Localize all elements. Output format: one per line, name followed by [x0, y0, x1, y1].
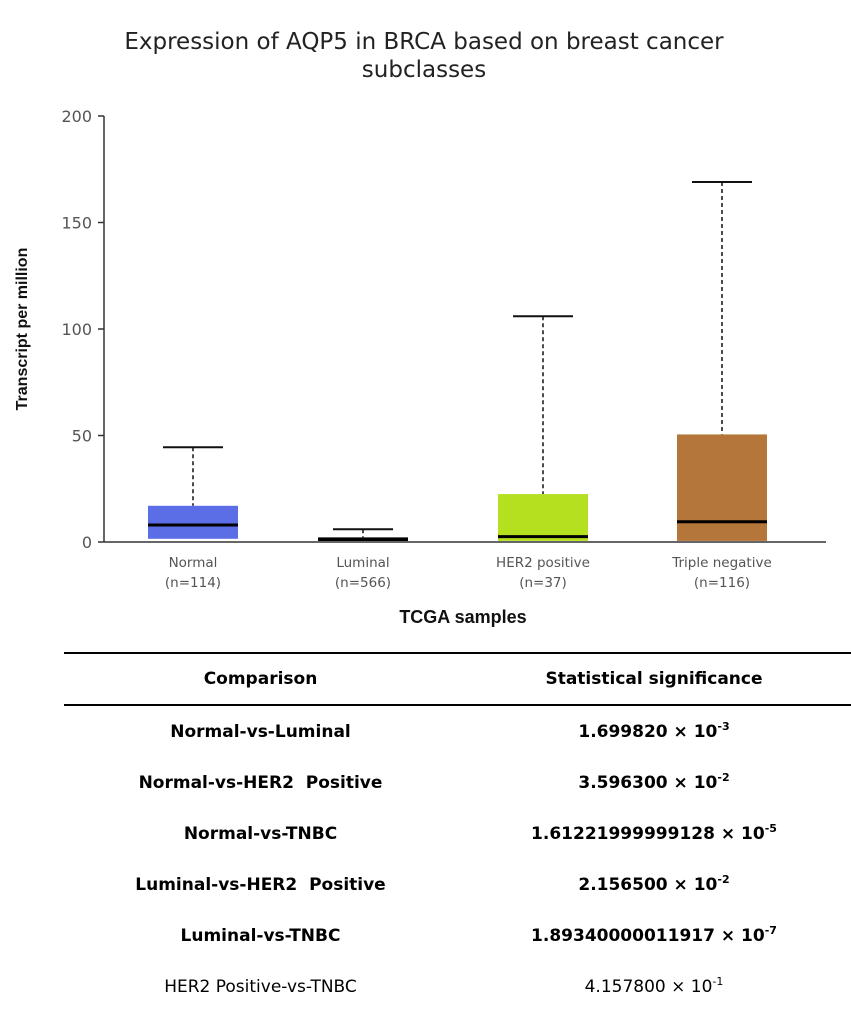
significance-cell: 4.157800 × 10-1 [457, 961, 851, 1013]
x-tick-count-label: (n=566) [335, 575, 391, 591]
significance-cell: 1.61221999999128 × 10-5 [457, 808, 851, 859]
comparison-cell: Normal-vs-Luminal [170, 721, 351, 742]
box-her2-positive [498, 494, 588, 541]
significance-cell: 1.89340000011917 × 10-7 [457, 910, 851, 961]
comparison-cell: Luminal-vs-TNBC [180, 925, 341, 946]
x-tick-label: Normal [169, 555, 218, 571]
table-row: Normal-vs-Luminal 1.699820 × 10-3 [64, 705, 851, 757]
times-sign: × [667, 772, 694, 793]
header-significance: Statistical significance [545, 669, 763, 689]
significance-mantissa: 3.596300 [578, 772, 668, 793]
x-tick-label: Triple negative [671, 555, 772, 571]
header-comparison: Comparison [203, 669, 318, 689]
table-body: Normal-vs-Luminal 1.699820 × 10-3 Normal-v… [64, 705, 851, 1013]
boxplot-chart: Expression of AQP5 in BRCA based on brea… [14, 29, 826, 627]
times-sign: × [714, 823, 742, 844]
significance-mantissa: 1.699820 [578, 721, 668, 742]
times-sign: × [667, 874, 694, 895]
significance-base: 10 [741, 823, 765, 844]
significance-cell: 2.156500 × 10-2 [457, 859, 851, 910]
x-tick-label: HER2 positive [496, 555, 590, 571]
statistics-table: Comparison Statistical significance Norm… [64, 652, 851, 1013]
significance-mantissa: 2.156500 [578, 874, 668, 895]
table-row: Luminal-vs-TNBC 1.89340000011917 × 10-7 [64, 910, 851, 961]
significance-base: 10 [741, 925, 765, 946]
times-sign: × [665, 977, 691, 997]
significance-base: 10 [693, 721, 718, 742]
y-tick-label: 0 [82, 533, 92, 552]
x-tick-label: Luminal [336, 555, 389, 571]
comparison-cell: HER2 Positive-vs-TNBC [164, 977, 357, 997]
times-sign: × [667, 721, 694, 742]
box-normal [148, 505, 238, 539]
times-sign: × [714, 925, 742, 946]
table-header: Comparison Statistical significance [64, 653, 851, 705]
comparison-cell: Luminal-vs-HER2 Positive [135, 874, 386, 895]
x-axis-label: TCGA samples [399, 607, 526, 627]
significance-exponent: -5 [764, 821, 777, 835]
significance-exponent: -3 [717, 719, 730, 733]
significance-cell: 3.596300 × 10-2 [457, 757, 851, 808]
significance-mantissa: 1.61221999999128 [531, 823, 715, 844]
x-tick-count-label: (n=37) [519, 575, 567, 591]
significance-exponent: -2 [717, 872, 730, 886]
significance-base: 10 [693, 874, 718, 895]
x-tick-count-label: (n=114) [165, 575, 221, 591]
table-row: Luminal-vs-HER2 Positive 2.156500 × 10-2 [64, 859, 851, 910]
y-tick-label: 150 [61, 214, 92, 233]
comparison-cell: Normal-vs-TNBC [183, 823, 338, 844]
significance-mantissa: 4.157800 [584, 977, 666, 997]
y-tick-label: 50 [72, 427, 92, 446]
significance-exponent: -2 [717, 770, 730, 784]
table-row: Normal-vs-HER2 Positive 3.596300 × 10-2 [64, 757, 851, 808]
y-tick-label: 100 [61, 320, 92, 339]
significance-base: 10 [690, 977, 713, 997]
table-row: HER2 Positive-vs-TNBC 4.157800 × 10-1 [64, 961, 851, 1013]
table-row: Normal-vs-TNBC 1.61221999999128 × 10-5 [64, 808, 851, 859]
y-axis-label: Transcript per million [14, 248, 31, 411]
table-header-row: Comparison Statistical significance [64, 653, 851, 705]
significance-exponent: -1 [712, 975, 724, 988]
significance-cell: 1.699820 × 10-3 [457, 705, 851, 757]
significance-base: 10 [693, 772, 718, 793]
box-triple-negative [677, 434, 767, 541]
x-tick-count-label: (n=116) [694, 575, 750, 591]
y-tick-label: 200 [61, 107, 92, 126]
chart-title-line: Expression of AQP5 in BRCA based on brea… [124, 29, 724, 55]
significance-mantissa: 1.89340000011917 [531, 925, 715, 946]
comparison-cell: Normal-vs-HER2 Positive [138, 772, 383, 793]
significance-exponent: -7 [764, 923, 777, 937]
chart-title-line: subclasses [362, 57, 486, 83]
